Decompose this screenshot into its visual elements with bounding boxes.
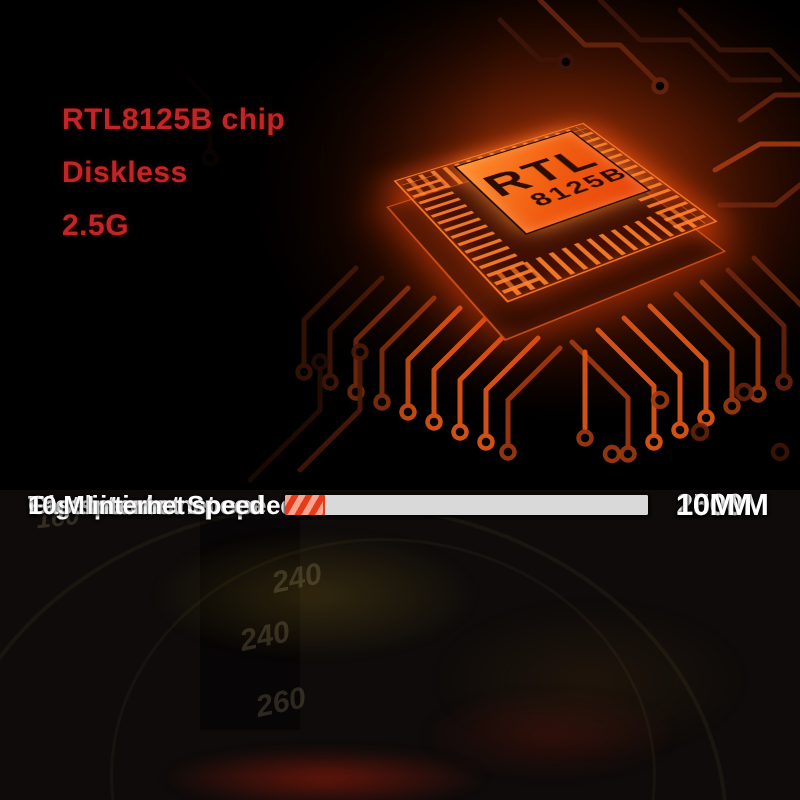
speed-value: 10M [676, 490, 735, 522]
speedometer-arc-inner [110, 538, 656, 800]
speed-label: Fast Internet Speed [28, 490, 264, 520]
speed-value: 100M [676, 490, 752, 522]
background-glow-red [160, 748, 490, 800]
speed-value: 2500M [676, 490, 769, 522]
speedometer-arc [0, 502, 728, 800]
feature-speed: 2.5G [62, 209, 130, 242]
feature-diskless: Diskless [62, 156, 188, 189]
background-dark-band [200, 518, 300, 730]
speed-chart-section: 160 240 240 260 Top speed 2500M Gigabit … [0, 490, 800, 800]
chip-scene: RTL 8125B [310, 0, 790, 400]
speed-row: 10 M internet speed 10M [0, 490, 800, 522]
speed-bar-track [285, 495, 648, 515]
background-glow-red-2 [420, 690, 680, 780]
speed-label: 10 M internet speed [28, 490, 266, 520]
speed-value: 1000M [676, 490, 769, 522]
chip-hero-section: RTL 8125B RTL8125B chip Diskless 2.5G [0, 0, 800, 490]
background-glow-amber [430, 600, 750, 760]
speed-bar-fill [285, 495, 326, 515]
speed-label: Gigabit internet speed [28, 490, 296, 520]
feature-list: RTL8125B chip Diskless 2.5G [62, 101, 285, 244]
chip-3d: RTL 8125B [386, 122, 727, 342]
speed-label: Top speed [28, 490, 154, 520]
feature-chip: RTL8125B chip [62, 103, 286, 136]
